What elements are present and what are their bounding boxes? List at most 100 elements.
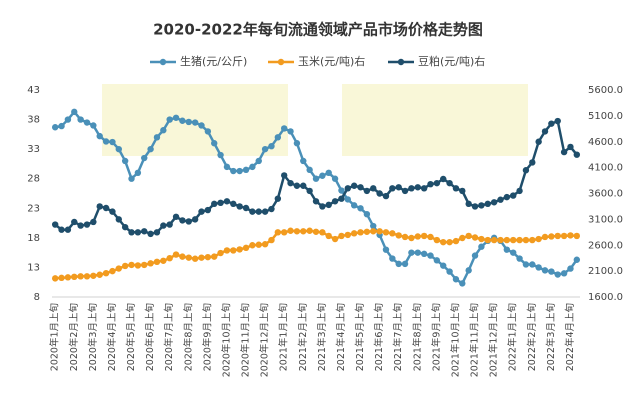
data-point bbox=[370, 222, 377, 230]
y-tick-label: 38 bbox=[27, 115, 40, 126]
data-point bbox=[376, 190, 383, 197]
data-point bbox=[230, 167, 237, 175]
data-point bbox=[134, 229, 142, 236]
data-point bbox=[522, 167, 530, 174]
data-point bbox=[350, 182, 358, 189]
x-tick-label: 2020年1月上旬 bbox=[49, 303, 61, 371]
data-point bbox=[211, 140, 218, 147]
data-point bbox=[268, 205, 275, 213]
data-point bbox=[344, 185, 352, 192]
data-point bbox=[160, 222, 167, 229]
data-point bbox=[408, 185, 415, 192]
data-point bbox=[58, 226, 65, 233]
data-point bbox=[522, 261, 530, 268]
y-tick-label: 33 bbox=[27, 144, 40, 155]
y-tick-label: 13 bbox=[27, 262, 40, 273]
data-point bbox=[497, 196, 504, 203]
data-point bbox=[141, 154, 148, 162]
data-point bbox=[147, 230, 154, 238]
data-point bbox=[109, 208, 116, 215]
data-point bbox=[573, 151, 581, 158]
legend-label: 玉米(元/吨)右 bbox=[298, 54, 365, 68]
data-point bbox=[96, 203, 103, 210]
x-tick-label: 2021年7月上旬 bbox=[392, 303, 404, 371]
x-tick-label: 2020年11月上旬 bbox=[240, 303, 252, 377]
data-point bbox=[204, 206, 212, 214]
data-point bbox=[102, 138, 110, 145]
chart-title: 2020-2022年每旬流通领域产品市场价格走势图 bbox=[153, 21, 483, 39]
data-point bbox=[471, 203, 479, 210]
watermark bbox=[342, 84, 528, 156]
data-point bbox=[446, 179, 453, 187]
data-point bbox=[433, 236, 441, 244]
data-point bbox=[204, 253, 212, 261]
data-point bbox=[548, 268, 555, 275]
data-point bbox=[395, 184, 402, 191]
x-tick-label: 2022年2月上旬 bbox=[526, 303, 538, 371]
y2-tick-label: 4100.0 bbox=[588, 163, 623, 174]
data-point bbox=[300, 182, 307, 189]
x-tick-label: 2021年8月上旬 bbox=[411, 303, 423, 371]
data-point bbox=[401, 233, 409, 241]
data-point bbox=[293, 182, 301, 189]
data-point bbox=[433, 179, 441, 187]
x-tick-label: 2022年1月上旬 bbox=[507, 303, 519, 371]
data-point bbox=[331, 235, 339, 243]
data-point bbox=[96, 271, 103, 278]
data-point bbox=[382, 192, 390, 200]
data-point bbox=[325, 169, 332, 176]
data-point bbox=[255, 157, 262, 165]
x-tick-label: 2020年12月上旬 bbox=[259, 303, 271, 377]
data-point bbox=[541, 233, 549, 241]
data-point bbox=[529, 261, 536, 268]
data-point bbox=[64, 116, 72, 123]
data-point bbox=[516, 187, 523, 195]
data-point bbox=[255, 208, 262, 215]
data-point bbox=[363, 211, 371, 218]
data-point bbox=[300, 228, 307, 235]
legend-label: 豆粕(元/吨)右 bbox=[418, 54, 485, 68]
data-point bbox=[147, 145, 154, 153]
data-point bbox=[128, 229, 135, 236]
data-point bbox=[420, 250, 428, 258]
data-point bbox=[452, 237, 460, 245]
data-point bbox=[166, 116, 173, 123]
data-point bbox=[274, 229, 282, 236]
data-point bbox=[230, 247, 237, 254]
data-point bbox=[217, 249, 224, 257]
y-tick-label: 23 bbox=[27, 203, 40, 214]
data-point bbox=[376, 228, 383, 235]
data-point bbox=[338, 187, 345, 194]
y2-tick-label: 1600.0 bbox=[588, 292, 623, 303]
data-point bbox=[516, 255, 523, 262]
data-point bbox=[370, 185, 377, 192]
data-point bbox=[395, 232, 402, 239]
x-tick-label: 2020年8月上旬 bbox=[182, 303, 194, 371]
y-tick-label: 28 bbox=[27, 174, 40, 185]
data-point bbox=[350, 202, 358, 209]
data-point bbox=[51, 221, 59, 228]
data-point bbox=[249, 242, 256, 249]
data-point bbox=[567, 143, 574, 151]
data-point bbox=[96, 132, 103, 140]
data-point bbox=[261, 241, 269, 248]
data-point bbox=[71, 108, 78, 116]
data-point bbox=[153, 258, 161, 266]
data-point bbox=[179, 117, 186, 124]
data-point bbox=[344, 231, 352, 239]
data-point bbox=[389, 230, 396, 237]
data-point bbox=[433, 257, 441, 264]
data-point bbox=[83, 119, 91, 126]
data-point bbox=[567, 265, 574, 272]
data-point bbox=[198, 254, 205, 261]
data-point bbox=[293, 228, 301, 235]
data-point bbox=[141, 261, 148, 269]
x-tick-label: 2021年10月上旬 bbox=[449, 303, 461, 377]
data-point bbox=[541, 267, 549, 274]
data-point bbox=[484, 200, 491, 208]
data-point bbox=[217, 199, 224, 207]
data-point bbox=[280, 229, 288, 236]
data-point bbox=[198, 208, 205, 215]
data-point bbox=[230, 200, 237, 208]
